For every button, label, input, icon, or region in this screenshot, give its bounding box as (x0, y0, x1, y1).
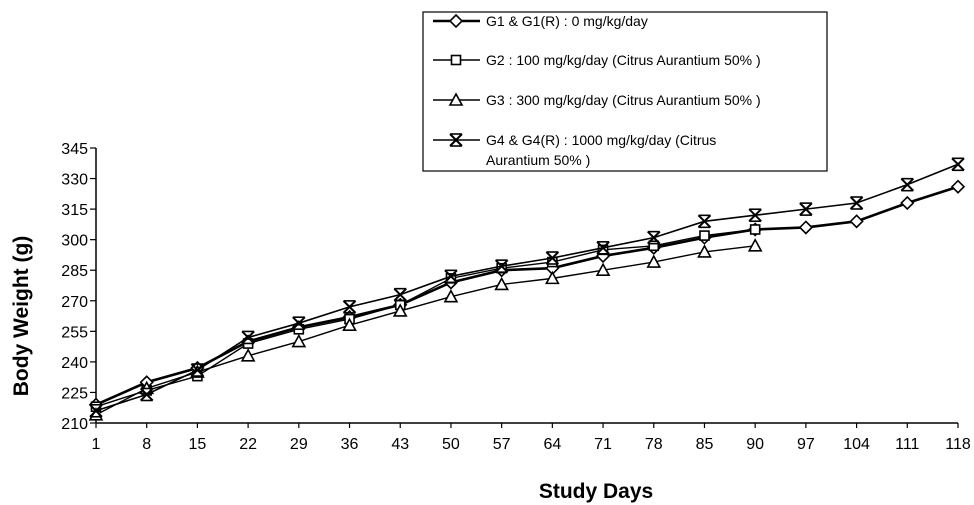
data-point-square (699, 230, 710, 241)
series-line (95, 245, 756, 416)
y-tick-label: 345 (61, 141, 88, 158)
legend-symbol-2 (433, 54, 480, 66)
series-line (95, 163, 959, 412)
y-tick-label: 285 (61, 263, 88, 280)
data-point-asterisk (647, 230, 661, 245)
x-axis-title: Study Days (539, 480, 653, 503)
data-point-asterisk (799, 202, 813, 216)
data-point-asterisk (393, 287, 407, 302)
series-2 (90, 224, 761, 413)
y-tick-label: 225 (61, 385, 88, 402)
series-line (95, 228, 756, 408)
legend-label-g3: G3 : 300 mg/kg/day (Citrus Aurantium 50%… (486, 92, 761, 108)
data-point-asterisk (342, 300, 357, 314)
series-3 (88, 238, 763, 421)
data-point-asterisk (545, 251, 560, 265)
data-point-triangle (595, 262, 611, 277)
y-ticks: 210 225 240 255 270 285 300 315 330 345 (61, 141, 96, 433)
x-tick-label: 111 (895, 436, 919, 453)
x-tick-label: 90 (746, 436, 764, 453)
data-point-asterisk (190, 363, 205, 377)
series-4 (89, 157, 965, 418)
data-point-triangle (448, 92, 464, 106)
legend-symbol-1 (433, 13, 480, 29)
x-tick-label: 64 (543, 436, 561, 453)
y-tick-label: 240 (61, 355, 88, 372)
x-ticks: 1 8 15 22 29 36 43 50 57 64 71 78 85 90 97 104 111 118 (92, 423, 971, 453)
data-point-triangle (747, 238, 763, 252)
series-layer (88, 157, 966, 421)
data-point-square (450, 54, 462, 66)
legend-box (422, 11, 828, 172)
legend-symbol-4 (433, 133, 480, 147)
y-tick-label: 330 (61, 172, 88, 189)
x-tick-label: 104 (843, 436, 870, 453)
data-point-diamond (900, 195, 915, 211)
data-point-triangle (443, 289, 459, 303)
data-point-asterisk (951, 157, 965, 172)
data-point-asterisk (241, 330, 255, 345)
data-point-diamond (849, 214, 864, 229)
x-tick-label: 22 (239, 436, 257, 453)
data-point-square (749, 224, 761, 235)
data-point-asterisk (697, 214, 712, 229)
y-tick-label: 270 (61, 294, 88, 311)
data-point-triangle (240, 348, 256, 362)
x-tick-label: 15 (189, 436, 207, 453)
y-tick-label: 315 (61, 202, 88, 219)
y-tick-label: 300 (61, 233, 88, 250)
x-tick-label: 1 (92, 436, 101, 453)
data-point-asterisk (139, 387, 154, 402)
data-point-square (648, 240, 660, 252)
axes (95, 148, 958, 424)
data-point-triangle (646, 254, 662, 268)
legend-symbol-3 (433, 92, 480, 106)
data-point-triangle (291, 333, 307, 348)
legend: G1 & G1(R) : 0 mg/kg/day G2 : 100 mg/kg/… (422, 11, 828, 172)
data-point-diamond (950, 179, 966, 194)
data-point-diamond (448, 13, 464, 29)
y-tick-label: 210 (61, 416, 88, 433)
x-tick-label: 29 (290, 436, 308, 453)
legend-label-g1: G1 & G1(R) : 0 mg/kg/day (486, 13, 648, 29)
data-point-asterisk (849, 196, 864, 210)
data-point-asterisk (748, 208, 762, 223)
x-tick-label: 85 (696, 436, 714, 453)
data-point-asterisk (449, 133, 463, 147)
data-point-asterisk (292, 316, 306, 330)
x-tick-label: 36 (341, 436, 359, 453)
data-point-asterisk (494, 259, 509, 273)
series-1 (88, 179, 966, 412)
data-point-triangle (697, 244, 712, 258)
legend-items (433, 13, 480, 147)
data-point-asterisk (444, 269, 458, 284)
series-line (95, 185, 959, 406)
x-tick-label: 97 (797, 436, 815, 453)
x-tick-label: 71 (594, 436, 612, 453)
data-point-diamond (798, 220, 814, 235)
x-tick-label: 8 (142, 436, 151, 453)
x-tick-label: 57 (493, 436, 511, 453)
data-point-triangle (494, 276, 509, 291)
x-tick-label: 50 (442, 436, 460, 453)
legend-label-g4: G4 & G4(R) : 1000 mg/kg/day (Citrus Aura… (486, 132, 720, 168)
x-tick-label: 43 (391, 436, 409, 453)
x-tick-label: 118 (945, 436, 971, 453)
y-axis-title: Body Weight (g) (10, 236, 33, 397)
data-point-asterisk (596, 241, 610, 255)
legend-label-g2: G2 : 100 mg/kg/day (Citrus Aurantium 50%… (486, 52, 761, 68)
data-point-asterisk (900, 177, 915, 192)
x-tick-label: 78 (645, 436, 663, 453)
data-point-triangle (392, 303, 408, 317)
data-point-triangle (545, 270, 560, 285)
y-tick-label: 255 (61, 324, 88, 341)
data-point-asterisk (89, 403, 103, 418)
data-point-triangle (342, 317, 357, 332)
